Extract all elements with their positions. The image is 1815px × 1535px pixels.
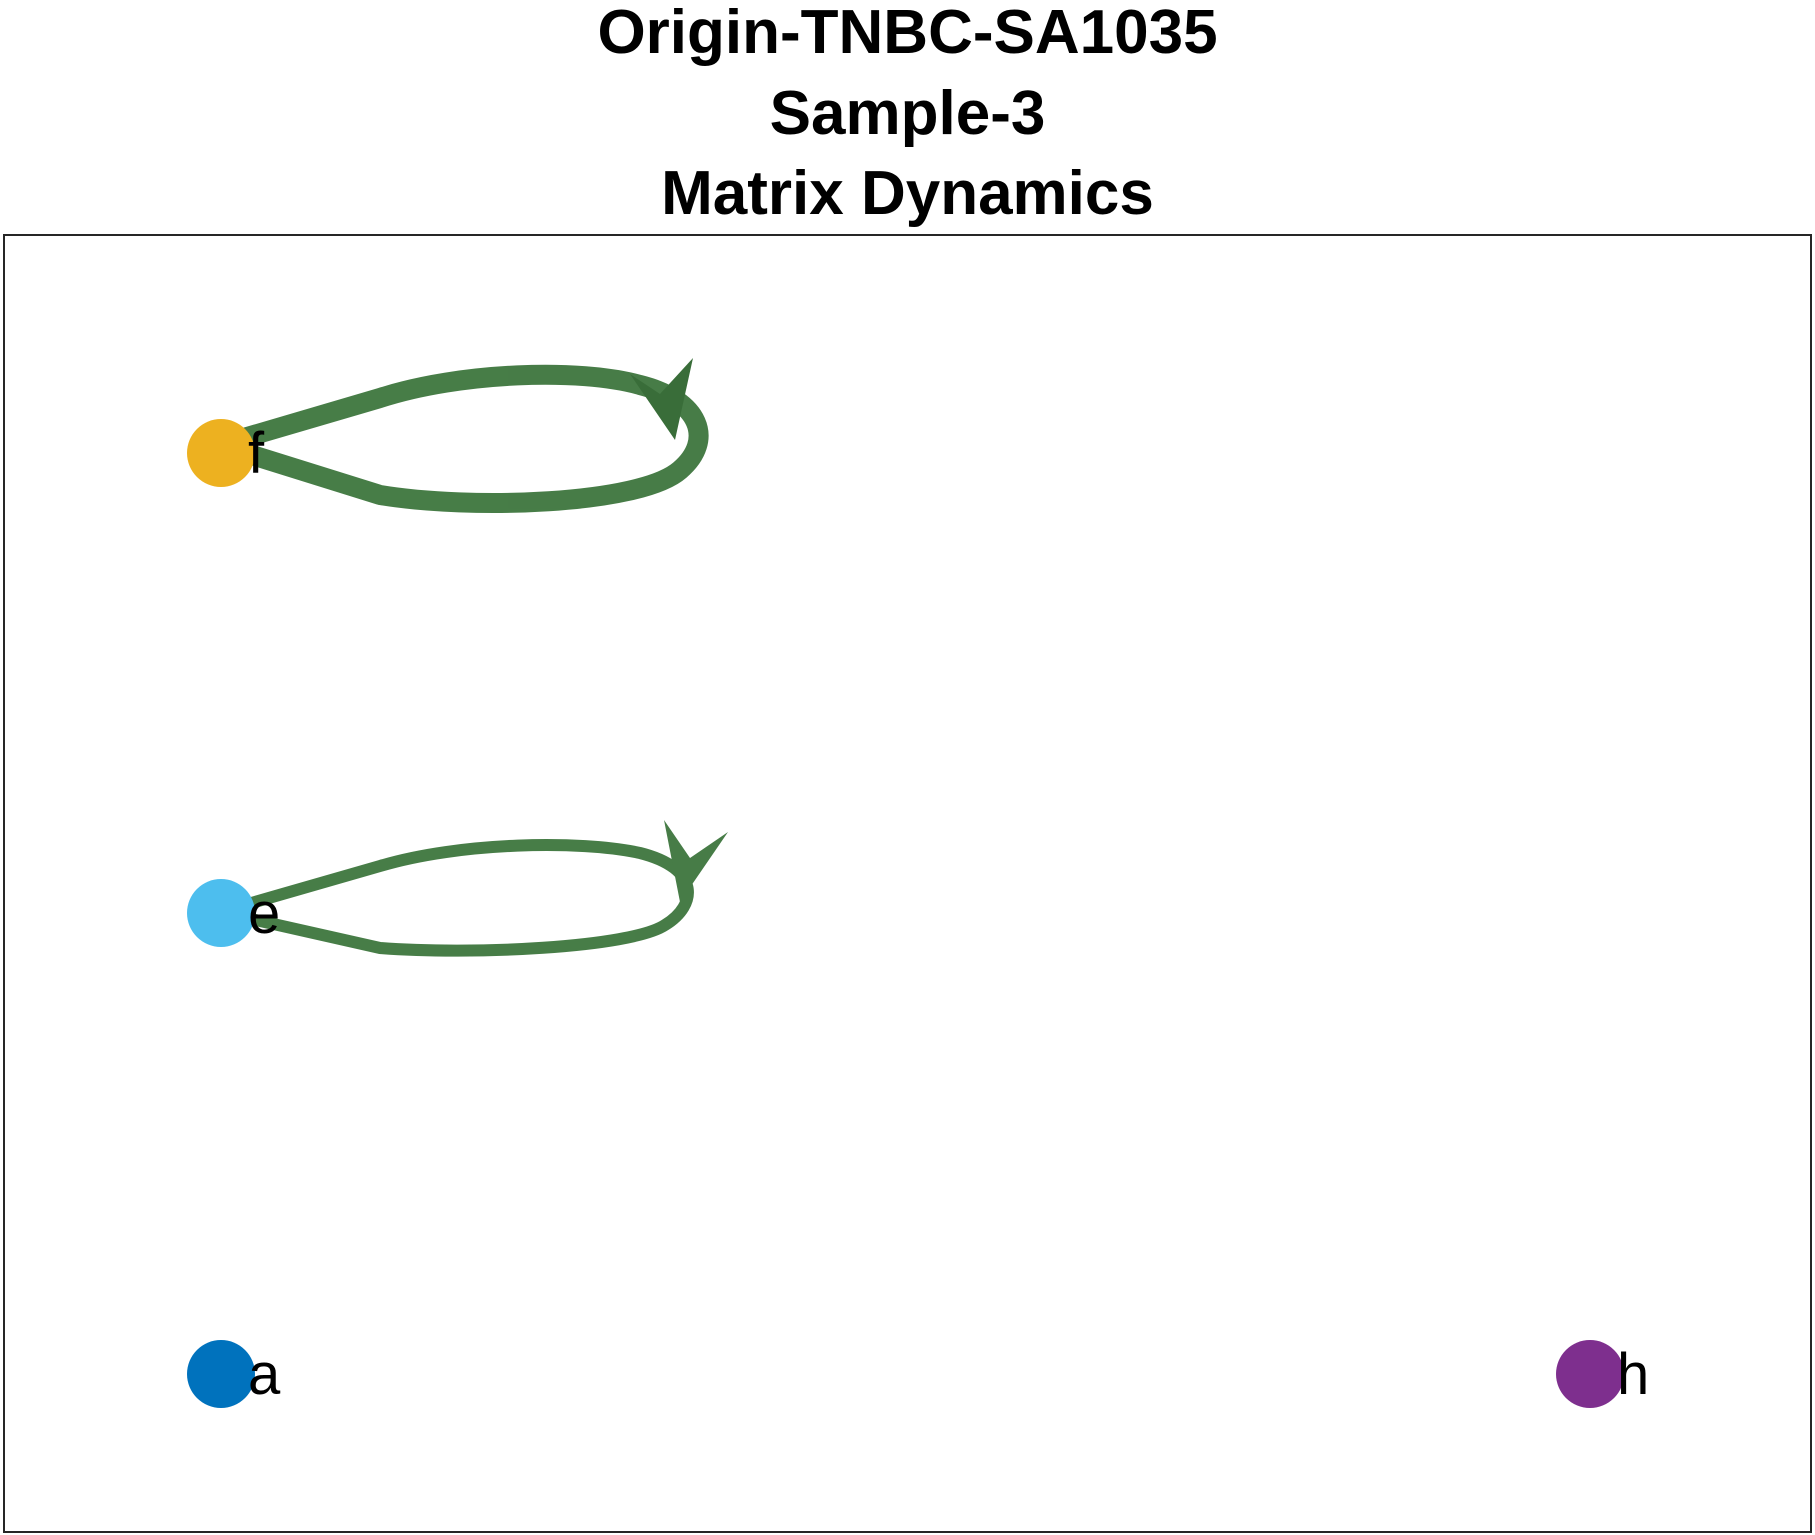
node-f-marker bbox=[187, 419, 255, 487]
node-a-marker bbox=[187, 1340, 255, 1408]
node-f-label: f bbox=[248, 421, 265, 486]
node-e: e bbox=[187, 879, 280, 947]
node-f: f bbox=[187, 419, 265, 487]
node-e-label: e bbox=[248, 881, 280, 946]
node-e-marker bbox=[187, 879, 255, 947]
figure-title-line-2: Sample-3 bbox=[769, 79, 1046, 148]
node-h-marker bbox=[1556, 1340, 1624, 1408]
node-a-label: a bbox=[248, 1342, 281, 1407]
edge-f-f-loop bbox=[210, 364, 709, 513]
edge-e-e bbox=[214, 820, 728, 957]
axes-box bbox=[3, 234, 1812, 1533]
edge-f-f bbox=[210, 358, 709, 513]
edge-f-f-arrowhead bbox=[630, 358, 693, 440]
node-a: a bbox=[187, 1340, 281, 1408]
edge-e-e-loop bbox=[214, 839, 694, 957]
node-h-label: h bbox=[1617, 1342, 1649, 1407]
edge-e-e-arrowhead bbox=[664, 820, 728, 902]
node-h: h bbox=[1556, 1340, 1649, 1408]
figure-title-line-3: Matrix Dynamics bbox=[661, 159, 1154, 228]
figure-title-line-1: Origin-TNBC-SA1035 bbox=[597, 0, 1218, 67]
